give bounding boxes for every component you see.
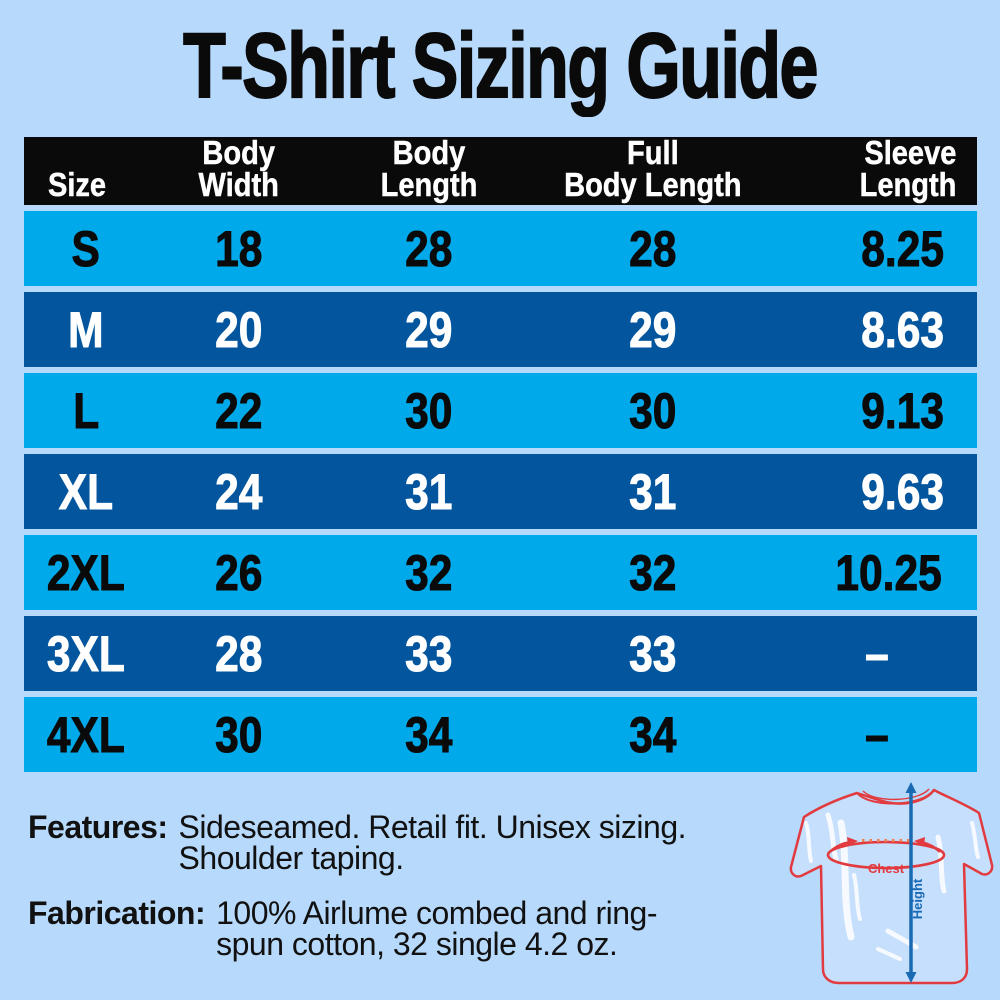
column-header-size: Size [47,166,107,203]
table-row-3XL: 3XL 28 33 33 – [24,616,977,691]
collar-outer-arc [856,789,935,805]
cell-size: 2XL [46,544,126,601]
column-header-body-length: Body Length [380,134,478,203]
fabrication-line2: spun cotton, 32 single 4.2 oz. [216,926,618,962]
cell-body-width: 28 [214,625,263,682]
fabrication-label: Fabrication: [28,895,206,931]
fabrication-text: 100% Airlume combed and ring-spun cotton… [216,895,657,962]
chest-width-arrow [831,837,941,853]
cell-body-length: 29 [405,301,453,358]
cell-body-width: 24 [214,463,263,520]
cell-full-body-length: 32 [629,544,677,601]
page-title: T-Shirt Sizing Guide [182,15,819,117]
cell-sleeve-length: 8.63 [860,301,944,358]
table-row-M: M 20 29 29 8.63 [24,292,977,367]
features-label: Features: [28,809,168,845]
height-arrow [905,782,917,983]
cell-body-length: 32 [405,544,453,601]
table-row-XL: XL 24 31 31 9.63 [24,454,977,529]
column-header-sleeve-length: Sleeve Length [859,134,957,203]
cell-size: XL [58,463,114,520]
cell-body-length: 34 [405,706,453,763]
cell-body-length: 28 [405,220,453,277]
table-header-row: Size Body Width Body Length Full Body Length Sl… [24,134,977,205]
collar-inner-arc [862,788,930,801]
cell-size: L [72,382,100,439]
cell-body-width: 30 [214,706,263,763]
cell-size: M [68,301,104,358]
column-header-full-body-length: Full Body Length [564,134,742,203]
cell-full-body-length: 29 [629,301,677,358]
cell-body-length: 31 [405,463,453,520]
features-line2: Shoulder taping. [178,840,405,876]
features-row: Features: Sideseamed. Retail fit. Unisex… [28,809,803,876]
details-section: Features: Sideseamed. Retail fit. Unisex… [28,809,803,962]
chest-label: Chest [868,861,905,876]
features-text: Sideseamed. Retail fit. Unisex sizing. Sh… [178,809,687,876]
size-table: Size Body Width Body Length Full Body Length Sl… [24,134,977,772]
cell-full-body-length: 28 [629,220,677,277]
cell-size: 3XL [46,625,126,682]
cell-size: S [71,220,101,277]
tshirt-measurement-diagram: Chest Height [789,782,994,985]
cell-full-body-length: 33 [629,625,677,682]
cell-sleeve-length: 8.25 [860,220,944,277]
cell-size: 4XL [46,706,126,763]
fabrication-row: Fabrication: 100% Airlume combed and rin… [28,895,803,962]
cell-full-body-length: 31 [629,463,677,520]
cell-sleeve-length: 10.25 [835,544,942,601]
cell-sleeve-length: – [865,625,889,682]
column-header-body-width: Body Width [198,134,279,203]
cell-body-width: 20 [214,301,263,358]
table-row-S: S 18 28 28 8.25 [24,211,977,286]
cell-full-body-length: 34 [629,706,677,763]
height-label: Height [910,878,925,919]
table-body: S 18 28 28 8.25 M 20 29 29 8.63 L 22 30 30 9.13 XL 24 31 3… [24,211,977,772]
cell-body-width: 18 [214,220,263,277]
table-row-2XL: 2XL 26 32 32 10.25 [24,535,977,610]
fabrication-line1: 100% Airlume combed and ring- [216,895,657,931]
cell-sleeve-length: – [865,706,889,763]
table-row-L: L 22 30 30 9.13 [24,373,977,448]
cell-body-length: 33 [405,625,453,682]
cell-body-length: 30 [405,382,453,439]
cell-sleeve-length: 9.63 [860,463,944,520]
table-row-4XL: 4XL 30 34 34 – [24,697,977,772]
cell-full-body-length: 30 [629,382,677,439]
cell-body-width: 26 [214,544,263,601]
cell-sleeve-length: 9.13 [860,382,944,439]
cell-body-width: 22 [214,382,263,439]
features-line1: Sideseamed. Retail fit. Unisex sizing. [178,809,687,845]
